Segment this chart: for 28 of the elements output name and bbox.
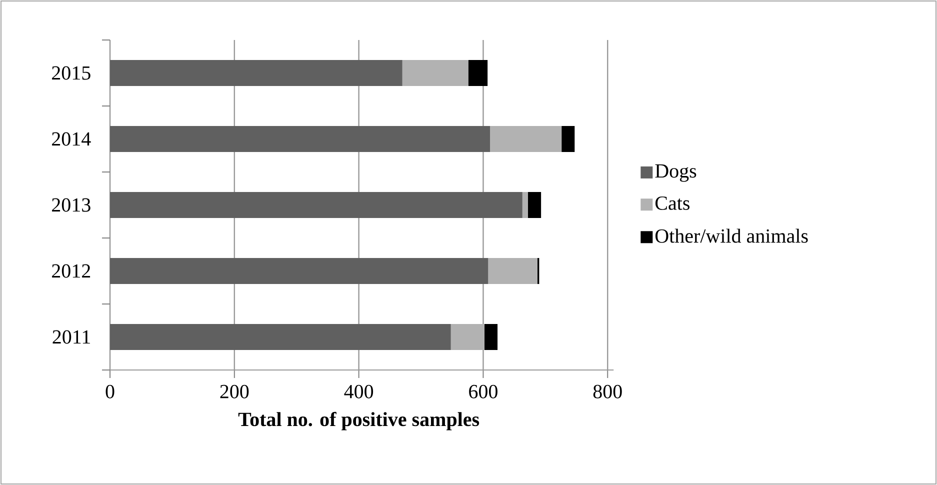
legend-label: Cats [655, 196, 690, 210]
bar [488, 258, 538, 284]
y-tick-label: 2011 [52, 330, 90, 344]
y-tick-label: 2014 [52, 132, 91, 146]
y-tick-label: 2015 [52, 66, 90, 80]
bar [110, 60, 402, 86]
x-tick-label: 800 [593, 384, 622, 398]
x-tick-label: 200 [220, 384, 249, 398]
y-tick-label: 2013 [52, 198, 90, 212]
legend-label: Other/wild animals [655, 228, 808, 243]
bar [562, 126, 575, 152]
bar [110, 192, 522, 218]
bar [402, 60, 468, 86]
bar [484, 324, 498, 350]
y-tick-label: 2012 [52, 264, 90, 278]
x-tick-label: 600 [469, 384, 498, 398]
bar [490, 126, 562, 152]
bar [522, 192, 528, 218]
bar [110, 324, 451, 350]
x-tick-label: 400 [344, 384, 374, 398]
bar [110, 258, 488, 284]
x-axis-title: Total no. of positive samples [238, 412, 480, 430]
x-tick-label: 0 [106, 384, 114, 398]
bar [468, 60, 488, 86]
bar [110, 126, 490, 152]
bar [450, 324, 484, 350]
legend-label: Dogs [655, 164, 696, 182]
bar [528, 192, 542, 218]
